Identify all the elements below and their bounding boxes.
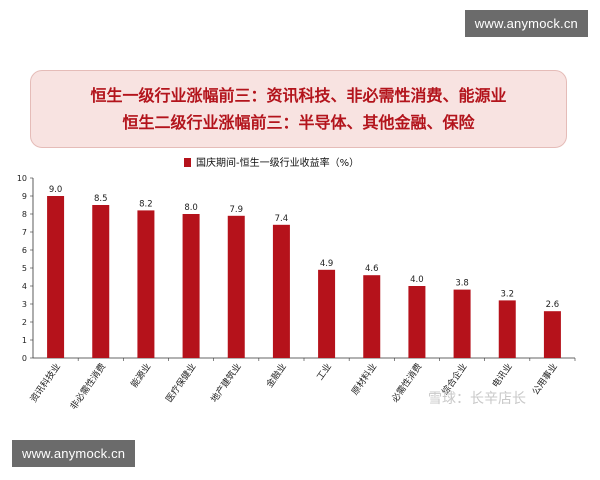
y-tick-label: 10 [17,174,27,183]
data-labels-group: 9.0 8.5 8.2 8.0 7.9 7.4 4.9 4.6 4.0 3.8 3.2 2.6 [49,185,559,310]
y-tick-label: 7 [22,228,27,237]
data-label: 8.5 [94,194,108,204]
y-tick-label: 5 [22,264,27,273]
y-tick-label: 9 [22,192,27,201]
data-label: 3.8 [455,279,469,289]
bar [453,289,471,358]
data-label: 8.2 [139,199,153,209]
bar [227,215,245,358]
chart-axes [32,178,575,359]
y-tick-label: 2 [22,318,27,327]
data-label: 9.0 [49,185,63,195]
category-label: 能源业 [128,361,153,390]
y-tick-label: 1 [22,336,27,345]
bar [498,300,516,358]
watermark-top: www.anymock.cn [464,10,588,37]
bar [182,214,200,358]
category-label: 金融业 [264,361,289,390]
y-axis-ticks: 0 1 2 3 4 5 6 7 8 9 10 [17,174,33,363]
category-label: 地产建筑业 [208,361,244,405]
banner-line-1: 恒生一级行业涨幅前三：资讯科技、非必需性消费、能源业 [90,86,507,105]
bar [137,210,155,358]
bar [318,269,336,358]
data-label: 3.2 [500,289,514,299]
data-label: 4.6 [365,264,379,274]
category-label: 公用事业 [529,361,559,397]
data-label: 7.9 [229,205,243,215]
bar [543,311,561,358]
category-label: 医疗保健业 [163,361,199,405]
data-label: 2.6 [546,300,560,310]
y-tick-label: 4 [22,282,27,291]
y-tick-label: 8 [22,210,27,219]
category-label: 必需性消费 [389,361,425,405]
category-label: 资讯科技业 [27,361,63,405]
data-label: 4.0 [410,275,424,285]
watermark-bottom: www.anymock.cn [12,440,136,467]
data-label: 4.9 [320,259,334,269]
legend-label: 国庆期间-恒生一级行业收益率（%） [196,156,359,169]
data-label: 7.4 [275,214,289,224]
legend-swatch [184,158,191,167]
bar [47,196,65,358]
xueqiu-logo: 雪球：长辛店长 [428,391,526,407]
chart-legend: 国庆期间-恒生一级行业收益率（%） [184,156,359,169]
bar [92,205,110,358]
bar [408,286,426,358]
banner-line-2: 恒生二级行业涨幅前三：半导体、其他金融、保险 [122,113,475,132]
headline-banner: 恒生一级行业涨幅前三：资讯科技、非必需性消费、能源业 恒生二级行业涨幅前三：半导… [30,70,567,148]
category-label: 工业 [315,361,334,382]
data-label: 8.0 [184,203,198,213]
y-tick-label: 6 [22,246,27,255]
category-label: 非必需性消费 [67,361,108,412]
category-label: 电讯业 [489,361,514,390]
bar [272,224,290,358]
y-tick-label: 3 [22,300,27,309]
bar [363,275,381,358]
y-tick-label: 0 [22,354,27,363]
category-label: 原材料业 [349,361,379,397]
bars-group [47,196,561,358]
